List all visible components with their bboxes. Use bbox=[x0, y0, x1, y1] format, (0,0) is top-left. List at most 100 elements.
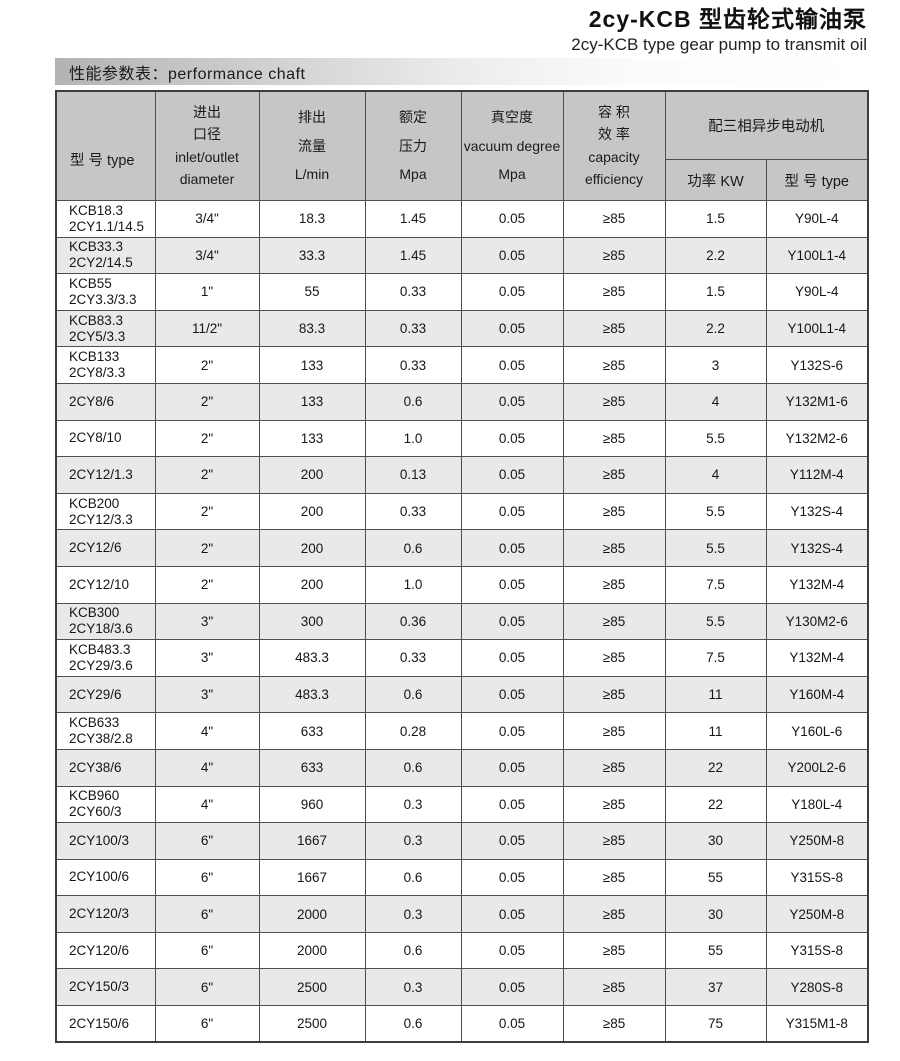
header-line: diameter bbox=[179, 171, 235, 188]
cell-power: 55 bbox=[664, 931, 767, 970]
cell-inlet: 2" bbox=[154, 565, 260, 604]
cell-power: 2.2 bbox=[664, 309, 767, 348]
cell-inlet: 6" bbox=[154, 931, 260, 970]
section-header-bar: 性能参数表：performance chaft bbox=[55, 58, 867, 85]
header-flow: 排出 流量 L/min bbox=[258, 90, 366, 201]
cell-motor: Y250M-8 bbox=[765, 895, 869, 933]
section-label: 性能参数表：performance chaft bbox=[69, 65, 306, 83]
cell-capacity: ≥85 bbox=[562, 419, 666, 458]
header-model: 型 号 type bbox=[55, 90, 156, 201]
cell-inlet: 3" bbox=[154, 639, 260, 677]
cell-capacity: ≥85 bbox=[562, 785, 666, 824]
table-row: 2CY8/6 2" 133 0.6 0.05 ≥85 4 Y132M1-6 bbox=[55, 382, 869, 421]
cell-flow: 633 bbox=[258, 748, 366, 787]
cell-inlet: 1" bbox=[154, 273, 260, 311]
cell-model: 2CY38/6 bbox=[55, 748, 156, 787]
cell-flow: 200 bbox=[258, 456, 366, 494]
cell-model: 2CY150/3 bbox=[55, 968, 156, 1007]
cell-motor: Y132S-6 bbox=[765, 346, 869, 384]
cell-motor: Y160L-6 bbox=[765, 712, 869, 750]
cell-vacuum: 0.05 bbox=[460, 748, 564, 787]
cell-vacuum: 0.05 bbox=[460, 675, 564, 714]
cell-power: 5.5 bbox=[664, 492, 767, 531]
table-row: 2CY120/6 6" 2000 0.6 0.05 ≥85 55 Y315S-8 bbox=[55, 931, 869, 970]
cell-capacity: ≥85 bbox=[562, 968, 666, 1007]
performance-table: 型 号 type 进出 口径 inlet/outlet diameter 排出 … bbox=[55, 90, 869, 1044]
cell-motor: Y112M-4 bbox=[765, 456, 869, 494]
cell-power: 22 bbox=[664, 748, 767, 787]
cell-pressure: 0.13 bbox=[364, 456, 462, 494]
cell-model: KCB633 2CY38/2.8 bbox=[55, 712, 156, 750]
cell-inlet: 6" bbox=[154, 1005, 260, 1043]
cell-motor: Y100L1-4 bbox=[765, 309, 869, 348]
cell-model: 2CY150/6 bbox=[55, 1005, 156, 1043]
header-motor-power-label: 功率 KW bbox=[687, 173, 744, 190]
cell-pressure: 0.33 bbox=[364, 309, 462, 348]
cell-flow: 2000 bbox=[258, 895, 366, 933]
cell-inlet: 2" bbox=[154, 346, 260, 384]
cell-vacuum: 0.05 bbox=[460, 309, 564, 348]
cell-motor: Y132S-4 bbox=[765, 492, 869, 531]
cell-pressure: 1.0 bbox=[364, 419, 462, 458]
header-line: 真空度 bbox=[491, 109, 533, 126]
cell-vacuum: 0.05 bbox=[460, 419, 564, 458]
cell-power: 2.2 bbox=[664, 236, 767, 275]
cell-power: 4 bbox=[664, 456, 767, 494]
cell-flow: 133 bbox=[258, 382, 366, 421]
cell-power: 3 bbox=[664, 346, 767, 384]
cell-flow: 83.3 bbox=[258, 309, 366, 348]
cell-pressure: 0.6 bbox=[364, 382, 462, 421]
cell-inlet: 4" bbox=[154, 748, 260, 787]
cell-capacity: ≥85 bbox=[562, 309, 666, 348]
table-row: 2CY120/3 6" 2000 0.3 0.05 ≥85 30 Y250M-8 bbox=[55, 895, 869, 933]
cell-flow: 200 bbox=[258, 565, 366, 604]
cell-pressure: 0.36 bbox=[364, 602, 462, 641]
cell-pressure: 0.6 bbox=[364, 858, 462, 897]
cell-inlet: 3" bbox=[154, 602, 260, 641]
cell-model: 2CY12/10 bbox=[55, 565, 156, 604]
header-line: 口径 bbox=[193, 126, 221, 143]
cell-capacity: ≥85 bbox=[562, 858, 666, 897]
cell-model: 2CY8/6 bbox=[55, 382, 156, 421]
header-line: 流量 bbox=[298, 137, 326, 154]
cell-power: 11 bbox=[664, 675, 767, 714]
table-row: 2CY100/3 6" 1667 0.3 0.05 ≥85 30 Y250M-8 bbox=[55, 822, 869, 860]
cell-pressure: 0.6 bbox=[364, 931, 462, 970]
header-line: 排出 bbox=[298, 109, 326, 126]
table-row: 2CY12/10 2" 200 1.0 0.05 ≥85 7.5 Y132M-4 bbox=[55, 565, 869, 604]
cell-vacuum: 0.05 bbox=[460, 712, 564, 750]
cell-pressure: 0.3 bbox=[364, 968, 462, 1007]
cell-model: KCB200 2CY12/3.3 bbox=[55, 492, 156, 531]
cell-capacity: ≥85 bbox=[562, 565, 666, 604]
cell-capacity: ≥85 bbox=[562, 456, 666, 494]
cell-inlet: 3" bbox=[154, 675, 260, 714]
cell-flow: 18.3 bbox=[258, 200, 366, 238]
cell-flow: 2500 bbox=[258, 1005, 366, 1043]
header-motor-group: 配三相异步电动机 bbox=[664, 90, 869, 161]
cell-motor: Y200L2-6 bbox=[765, 748, 869, 787]
cell-pressure: 0.33 bbox=[364, 492, 462, 531]
header-line: vacuum degree bbox=[463, 137, 561, 154]
cell-power: 11 bbox=[664, 712, 767, 750]
cell-capacity: ≥85 bbox=[562, 931, 666, 970]
table-row: 2CY29/6 3" 483.3 0.6 0.05 ≥85 11 Y160M-4 bbox=[55, 675, 869, 714]
cell-motor: Y315S-8 bbox=[765, 931, 869, 970]
cell-motor: Y90L-4 bbox=[765, 200, 869, 238]
cell-pressure: 0.33 bbox=[364, 639, 462, 677]
header-line: capacity bbox=[588, 148, 640, 165]
cell-capacity: ≥85 bbox=[562, 200, 666, 238]
header-capacity-efficiency: 容 积 效 率 capacity efficiency bbox=[562, 90, 666, 201]
cell-vacuum: 0.05 bbox=[460, 895, 564, 933]
cell-pressure: 0.6 bbox=[364, 1005, 462, 1043]
cell-inlet: 6" bbox=[154, 822, 260, 860]
cell-capacity: ≥85 bbox=[562, 346, 666, 384]
table-row: 2CY38/6 4" 633 0.6 0.05 ≥85 22 Y200L2-6 bbox=[55, 748, 869, 787]
cell-inlet: 4" bbox=[154, 785, 260, 824]
cell-vacuum: 0.05 bbox=[460, 382, 564, 421]
cell-flow: 200 bbox=[258, 529, 366, 567]
cell-model: 2CY29/6 bbox=[55, 675, 156, 714]
cell-inlet: 2" bbox=[154, 492, 260, 531]
cell-vacuum: 0.05 bbox=[460, 346, 564, 384]
table-row: 2CY12/6 2" 200 0.6 0.05 ≥85 5.5 Y132S-4 bbox=[55, 529, 869, 567]
